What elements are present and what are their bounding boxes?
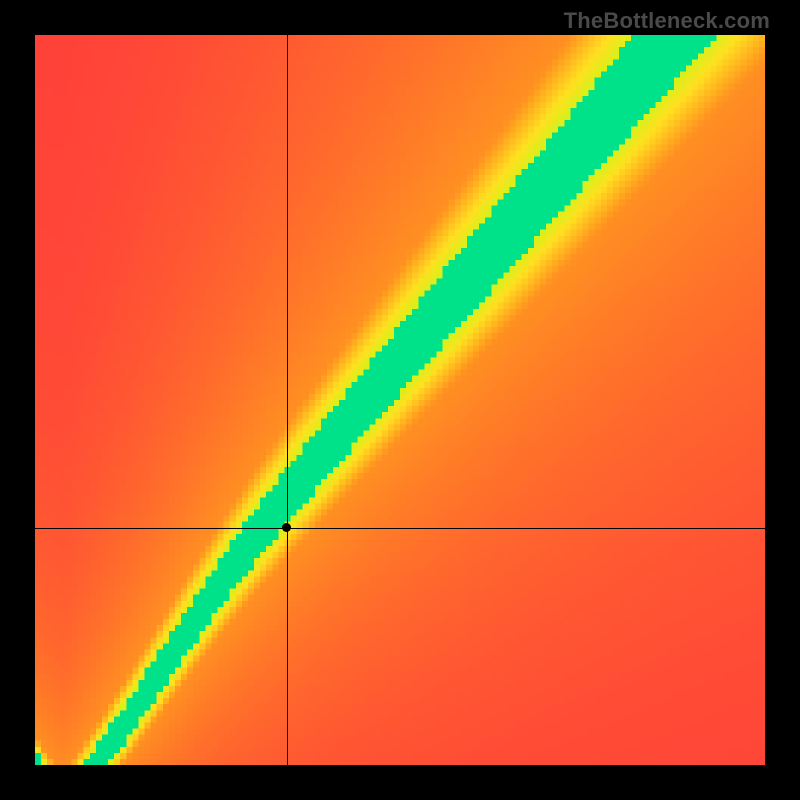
chart-frame: TheBottleneck.com xyxy=(0,0,800,800)
crosshair-vertical xyxy=(287,35,288,765)
bottleneck-heatmap xyxy=(35,35,765,765)
watermark-text: TheBottleneck.com xyxy=(564,8,770,34)
crosshair-horizontal xyxy=(35,528,765,529)
